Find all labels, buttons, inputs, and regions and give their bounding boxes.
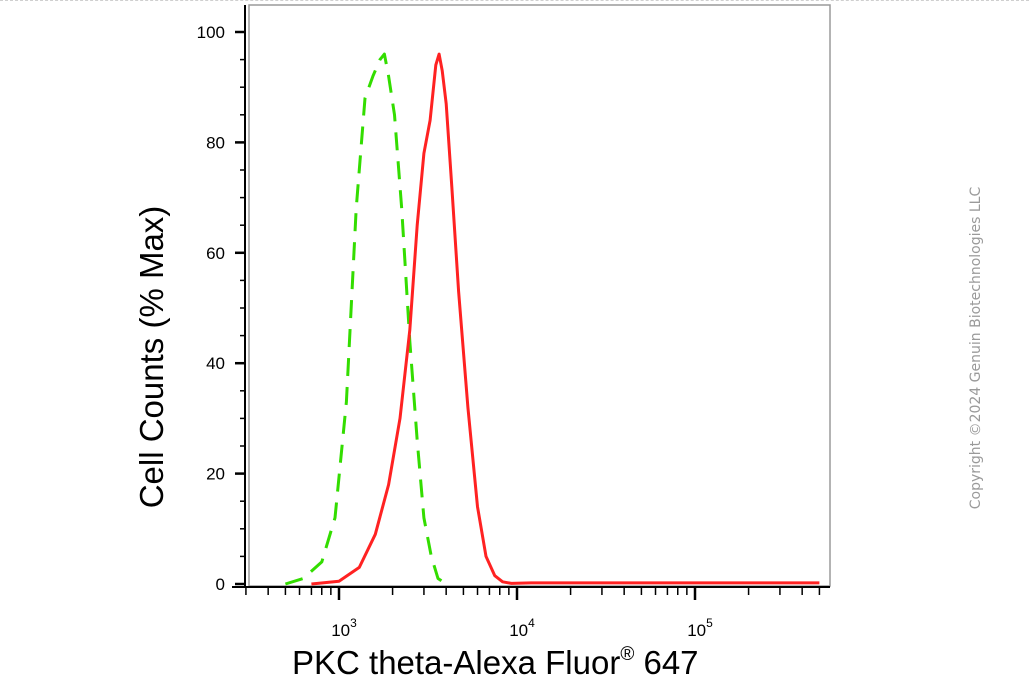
x-axis-label-tail: 647 (634, 644, 699, 681)
top-border-line (0, 0, 1029, 1)
x-tick-label: 105 (687, 616, 713, 640)
x-axis-label: PKC theta-Alexa Fluor® 647 (292, 644, 699, 682)
x-axis-label-registered-mark: ® (620, 644, 635, 665)
y-tick-label: 0 (216, 575, 225, 594)
series-1-line (284, 52, 448, 586)
series-2-line (311, 52, 820, 586)
y-tick-label: 40 (206, 354, 225, 373)
y-tick-label: 60 (206, 244, 225, 263)
y-axis-label: Cell Counts (% Max) (133, 205, 170, 509)
y-tick-label: 80 (206, 133, 225, 152)
copyright-notice: Copyright ©2024 Genuin Biotechnologies L… (968, 186, 984, 510)
y-tick-label: 20 (206, 465, 225, 484)
x-tick-label: 103 (331, 616, 357, 640)
series-layer (284, 52, 820, 586)
x-tick-label: 104 (509, 616, 535, 640)
plot-frame (248, 4, 831, 587)
x-axis-label-main: PKC theta-Alexa Fluor (292, 644, 621, 681)
axes-layer: 0 20 40 60 80 100 103 104 105 (197, 5, 830, 640)
y-tick-label: 100 (197, 23, 225, 42)
